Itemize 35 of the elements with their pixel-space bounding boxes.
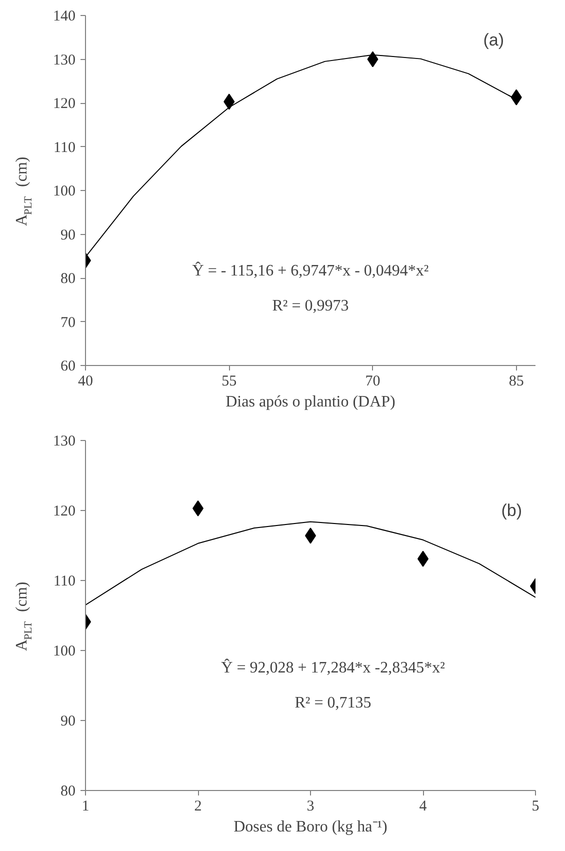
x-axis-title: Doses de Boro (kg ha⁻¹) [234,818,388,836]
y-tick-label: 100 [53,644,76,660]
x-tick-label: 2 [194,798,202,814]
y-tick-label: 110 [54,140,76,156]
x-tick-label: 55 [222,374,237,390]
y-tick-label: 90 [60,714,76,730]
y-tick-label: 130 [53,434,76,450]
y-axis-title: APLT (cm) [14,582,34,652]
x-tick-label: 5 [532,798,540,814]
annotation: R² = 0,7135 [294,694,372,712]
y-tick-label: 140 [53,8,76,24]
x-tick-label: 4 [419,798,428,814]
annotation: (b) [501,501,522,520]
line-series [86,521,536,606]
annotation: R² = 0,9973 [272,298,349,314]
y-tick-label: 90 [60,227,76,244]
y-tick-label: 80 [60,784,76,800]
x-axis-title: Dias após o plantio (DAP) [226,394,396,410]
y-tick-label: 130 [53,52,76,68]
y-tick-label: 80 [60,271,76,287]
x-tick-label: 3 [306,798,314,814]
annotation: (a) [483,30,504,50]
x-tick-label: 1 [82,798,90,814]
annotation: Ŷ = - 115,16 + 6,9747*x - 0,0494*x² [192,262,429,280]
x-tick-label: 40 [78,374,93,390]
y-axis-title: APLT (cm) [14,156,34,226]
x-tick-label: 85 [508,374,524,390]
y-tick-label: 120 [53,504,76,520]
x-tick-label: 70 [365,374,380,390]
y-tick-label: 70 [60,314,76,331]
y-tick-label: 100 [53,184,76,200]
y-tick-label: 120 [53,96,76,112]
y-tick-label: 110 [54,574,76,590]
annotation: Ŷ = 92,028 + 17,284*x -2,8345*x² [221,658,446,676]
y-tick-label: 60 [60,358,76,374]
